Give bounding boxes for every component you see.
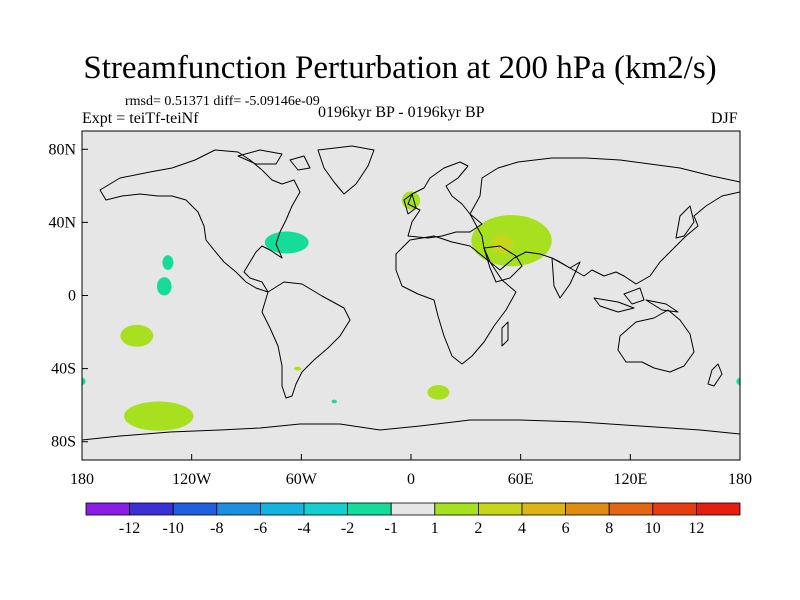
- period-label: 0196kyr BP - 0196kyr BP: [318, 104, 485, 121]
- colorbar-label: -4: [297, 520, 310, 537]
- anomaly-region-8: [427, 385, 450, 400]
- colorbar-swatch: [390, 502, 436, 516]
- coast-australia: [617, 309, 695, 373]
- coast-madagascar: [501, 321, 509, 347]
- colorbar-label: 4: [518, 520, 526, 537]
- y-tick-label: 40S: [51, 361, 76, 378]
- axis-ticks: 180 120W 60W 0 60E 120E 180 80N 40N 0 40S 80S: [48, 141, 752, 488]
- plot-title: Streamfunction Perturbation at 200 hPa (…: [83, 50, 717, 86]
- colorbar-swatch: [565, 502, 610, 516]
- anomaly-region-9: [294, 366, 302, 371]
- coast-north-america: [99, 149, 301, 293]
- x-tick-label: 60E: [508, 471, 534, 488]
- anomaly-region-4: [162, 255, 174, 270]
- y-tick-label: 0: [68, 288, 76, 305]
- colorbar-swatch: [652, 502, 697, 516]
- y-tick-label: 80N: [48, 141, 76, 158]
- coast-europe: [407, 161, 483, 239]
- anomaly-region-12: [82, 377, 86, 386]
- coast-arabia: [483, 245, 523, 283]
- x-tick-label: 180: [728, 471, 752, 488]
- ocean-background: [82, 131, 740, 460]
- anomaly-region-3: [264, 231, 309, 254]
- anomaly-region-1: [491, 235, 514, 254]
- colorbar-label: 12: [688, 520, 704, 537]
- anomaly-region-5: [156, 277, 172, 296]
- coast-japan: [675, 205, 695, 239]
- colorbar-swatch: [521, 502, 566, 516]
- coast-asia: [469, 157, 740, 285]
- coast-arctic-islands: [237, 149, 311, 171]
- colorbar-swatch: [303, 502, 348, 516]
- coast-south-america: [261, 281, 351, 399]
- colorbar-label: -10: [163, 520, 184, 537]
- colorbar-swatch: [347, 502, 392, 516]
- colorbar-swatch: [608, 502, 654, 516]
- anomaly-region-6: [120, 324, 154, 347]
- colorbar-label: 10: [645, 520, 661, 537]
- colorbar-label: -6: [254, 520, 267, 537]
- coast-new-zealand: [707, 363, 723, 387]
- x-tick-label: 120W: [172, 471, 212, 488]
- colorbar-label: 1: [431, 520, 439, 537]
- colorbar-swatch: [172, 502, 218, 516]
- season-label: DJF: [711, 110, 738, 127]
- y-tick-label: 80S: [51, 434, 76, 451]
- coast-antarctica: [82, 419, 740, 441]
- y-tick-label: 40N: [48, 214, 76, 231]
- colorbar-label: -2: [341, 520, 354, 537]
- x-tick-label: 180: [70, 471, 94, 488]
- coastlines: [82, 145, 740, 441]
- coast-india: [551, 257, 581, 299]
- x-tick-label: 60W: [286, 471, 318, 488]
- coast-greenland: [317, 145, 375, 195]
- x-tick-label: 0: [407, 471, 415, 488]
- colorbar-label: -12: [119, 520, 140, 537]
- x-tick-label: 120E: [613, 471, 647, 488]
- colorbar-swatch: [696, 502, 741, 516]
- experiment-label: Expt = teiTf-teiNf: [82, 110, 199, 127]
- colorbar-swatch: [129, 502, 174, 516]
- colorbar-label: 6: [562, 520, 570, 537]
- colorbar-label: -8: [210, 520, 223, 537]
- anomaly-region-10: [331, 399, 337, 404]
- colorbar-swatch: [85, 502, 130, 516]
- colorbar-swatch: [477, 502, 523, 516]
- colorbar-swatch: [259, 502, 305, 516]
- coast-britain: [403, 193, 417, 215]
- anomaly-region-11: [736, 377, 740, 386]
- colorbar-label: -1: [385, 520, 398, 537]
- colorbar: -12 -10 -8 -6 -4 -2 -1 1 2 4 6 8 10 12: [85, 502, 741, 537]
- coast-indonesia: [593, 287, 679, 313]
- colorbar-label: 2: [474, 520, 482, 537]
- anomaly-region-7: [124, 401, 194, 431]
- colorbar-swatch: [434, 502, 479, 516]
- coast-africa: [395, 235, 517, 365]
- stats-label: rmsd= 0.51371 diff= -5.09146e-09: [125, 94, 320, 109]
- colorbar-label: 8: [605, 520, 613, 537]
- colorbar-swatch: [216, 502, 261, 516]
